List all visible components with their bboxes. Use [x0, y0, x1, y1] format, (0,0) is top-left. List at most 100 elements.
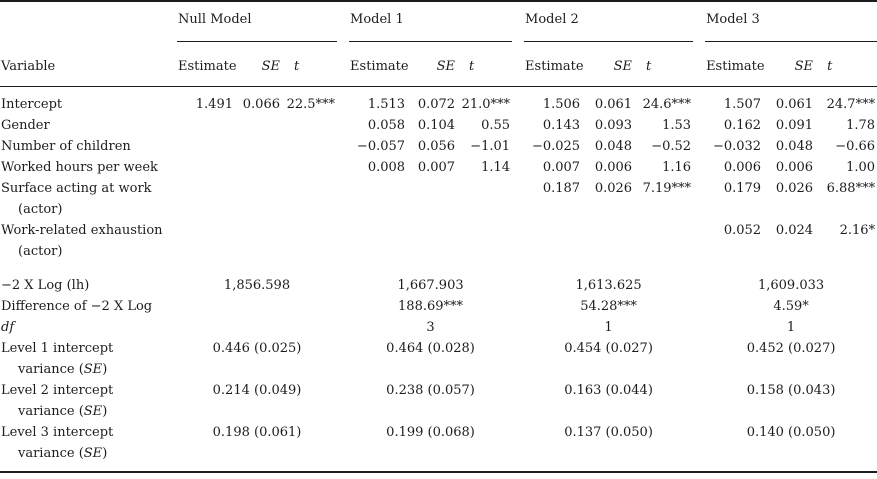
t-cell [282, 115, 337, 136]
t-cell: 22.5*** [286, 97, 336, 112]
column-header-t: t [634, 41, 694, 87]
se-cell: 0.026 [594, 181, 633, 196]
estimate-cell [177, 115, 235, 136]
se-cell [235, 115, 282, 136]
column-gap [512, 220, 524, 262]
column-gap [693, 157, 705, 178]
se-cell: 0.056 [417, 139, 456, 154]
se-cell: 0.048 [775, 139, 814, 154]
column-gap [337, 338, 349, 380]
summary-value-cell: 0.163 (0.044) [564, 383, 653, 398]
column-gap [512, 136, 524, 157]
model-group-header-row: Null Model Model 1 Model 2 Model 3 [0, 1, 877, 42]
t-cell: −0.52 [651, 139, 692, 154]
summary-value-cell [177, 317, 337, 338]
column-gap [512, 178, 524, 220]
column-gap [693, 136, 705, 157]
column-gap [512, 317, 524, 338]
row-label: Number of children [1, 139, 131, 154]
column-gap [693, 380, 705, 422]
variable-column-spacer [0, 1, 177, 42]
summary-value-cell: 0.238 (0.057) [386, 383, 475, 398]
row-label: Work-related exhaustion (actor) [1, 223, 163, 259]
summary-value-cell: 0.214 (0.049) [212, 383, 302, 398]
column-gap [512, 422, 524, 472]
summary-row-deviance: −2 X Log (lh) 1,856.598 1,667.903 1,613.… [0, 275, 877, 296]
se-cell: 0.026 [775, 181, 814, 196]
summary-value-cell: 1,613.625 [575, 278, 642, 293]
coef-row-intercept: Intercept 1.491 0.066 22.5*** 1.513 0.07… [0, 87, 877, 116]
estimate-cell: −0.025 [531, 139, 581, 154]
column-gap [337, 115, 349, 136]
estimate-cell: 0.187 [542, 181, 581, 196]
coef-row-work-related-exhaustion: Work-related exhaustion (actor) 0.052 0.0… [0, 220, 877, 262]
summary-value-cell: 0.140 (0.050) [746, 425, 836, 440]
se-cell [407, 220, 457, 262]
summary-value-cell: 54.28*** [580, 299, 637, 314]
se-cell: 0.006 [594, 160, 633, 175]
column-header-t: t [815, 41, 877, 87]
t-cell [457, 178, 512, 220]
subheader-row: Variable Estimate SE t Estimate SE t Est… [0, 41, 877, 87]
column-gap [693, 296, 705, 317]
column-gap [512, 41, 525, 87]
estimate-cell: 0.007 [542, 160, 581, 175]
summary-value-cell: 0.137 (0.050) [564, 425, 653, 440]
column-gap [693, 220, 705, 262]
row-label: df [1, 320, 15, 335]
column-header-estimate: Estimate [524, 41, 584, 87]
t-cell: 6.88*** [826, 181, 876, 196]
estimate-cell: 0.006 [723, 160, 762, 175]
row-label: Intercept [1, 97, 63, 112]
t-cell [282, 136, 337, 157]
se-cell [407, 178, 457, 220]
t-cell: 1.53 [662, 118, 692, 133]
column-gap [512, 115, 524, 136]
column-header-variable: Variable [0, 41, 177, 87]
column-gap [337, 317, 349, 338]
summary-value-cell: 0.198 (0.061) [212, 425, 302, 440]
coef-row-surface-acting: Surface acting at work (actor) 0.187 0.02… [0, 178, 877, 220]
t-cell [634, 220, 693, 262]
column-gap [337, 178, 349, 220]
summary-value-cell: 1 [604, 320, 613, 335]
group-header-model-3: Model 3 [705, 1, 877, 42]
column-gap [512, 338, 524, 380]
se-cell [235, 178, 282, 220]
summary-row-level3-variance: Level 3 intercept variance (SE) 0.198 (0… [0, 422, 877, 472]
group-header-null-model: Null Model [177, 1, 338, 42]
column-gap [337, 380, 349, 422]
estimate-cell: 1.507 [723, 97, 762, 112]
column-gap [693, 1, 705, 42]
se-cell: 0.024 [775, 223, 814, 238]
row-label: Difference of −2 X Log [1, 299, 153, 314]
column-gap [512, 157, 524, 178]
column-header-se: SE [582, 41, 635, 87]
column-gap [337, 41, 350, 87]
column-gap [337, 296, 349, 317]
estimate-cell: 1.506 [542, 97, 581, 112]
t-cell: −1.01 [470, 139, 511, 154]
column-header-t: t [457, 41, 513, 87]
group-header-model-1: Model 1 [349, 1, 513, 42]
row-label: Gender [1, 118, 50, 133]
t-cell: 24.7*** [826, 97, 876, 112]
summary-value-cell: 188.69*** [398, 299, 464, 314]
column-header-t: t [282, 41, 338, 87]
summary-value-cell: 1,609.033 [757, 278, 825, 293]
t-cell: −0.66 [835, 139, 876, 154]
estimate-cell: 0.143 [542, 118, 581, 133]
estimate-cell: −0.057 [356, 139, 406, 154]
t-cell [282, 220, 337, 262]
summary-value-cell: 1 [786, 320, 796, 335]
t-cell [282, 178, 337, 220]
coef-row-worked-hours: Worked hours per week 0.008 0.007 1.14 0… [0, 157, 877, 178]
coef-row-number-of-children: Number of children −0.057 0.056 −1.01 −0… [0, 136, 877, 157]
summary-row-level1-variance: Level 1 intercept variance (SE) 0.446 (0… [0, 338, 877, 380]
estimate-cell: 0.162 [723, 118, 762, 133]
se-cell: 0.093 [594, 118, 633, 133]
summary-value-cell: 0.452 (0.027) [746, 341, 836, 356]
column-header-se: SE [235, 41, 282, 87]
column-gap [512, 1, 524, 42]
t-cell: 0.55 [481, 118, 511, 133]
